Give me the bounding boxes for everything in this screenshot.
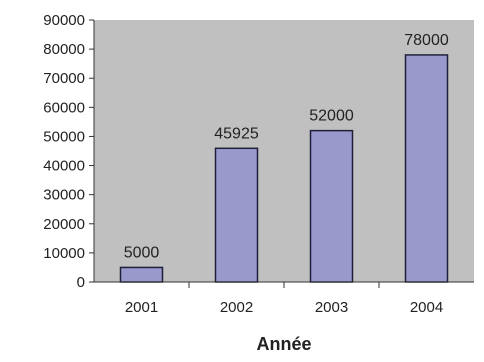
x-tick-label-2002: 2002	[220, 299, 253, 316]
y-tick-label-60000: 60000	[43, 99, 85, 116]
y-ticks-group: 0 10000 20000 30000 40000 50000 60000 70000 8000…	[43, 12, 94, 291]
data-label-2002: 45925	[214, 125, 259, 142]
x-tick-label-2003: 2003	[315, 299, 348, 316]
bar-2003	[309, 129, 354, 283]
y-tick-label-70000: 70000	[43, 70, 85, 87]
y-tick-label-0: 0	[77, 274, 85, 291]
x-ticks-group: 2001 2002 2003 2004	[125, 282, 443, 316]
y-tick-label-90000: 90000	[43, 12, 85, 29]
y-tick-label-30000: 30000	[43, 187, 85, 204]
data-labels-group: 5000 45925 52000 78000	[124, 32, 449, 262]
y-tick-label-80000: 80000	[43, 41, 85, 58]
y-tick-label-40000: 40000	[43, 158, 85, 175]
bar-2001	[119, 266, 164, 283]
data-label-2003: 52000	[309, 108, 354, 125]
bar-2004	[404, 54, 449, 283]
y-tick-label-10000: 10000	[43, 245, 85, 262]
y-tick-label-50000: 50000	[43, 128, 85, 145]
bars-group	[119, 54, 449, 283]
x-tick-label-2004: 2004	[410, 299, 443, 316]
data-label-2001: 5000	[124, 244, 160, 261]
data-label-2004: 78000	[404, 32, 449, 49]
bar-2002	[214, 147, 259, 283]
y-tick-label-20000: 20000	[43, 216, 85, 233]
x-tick-label-2001: 2001	[125, 299, 158, 316]
x-axis-title: Année	[256, 334, 311, 354]
